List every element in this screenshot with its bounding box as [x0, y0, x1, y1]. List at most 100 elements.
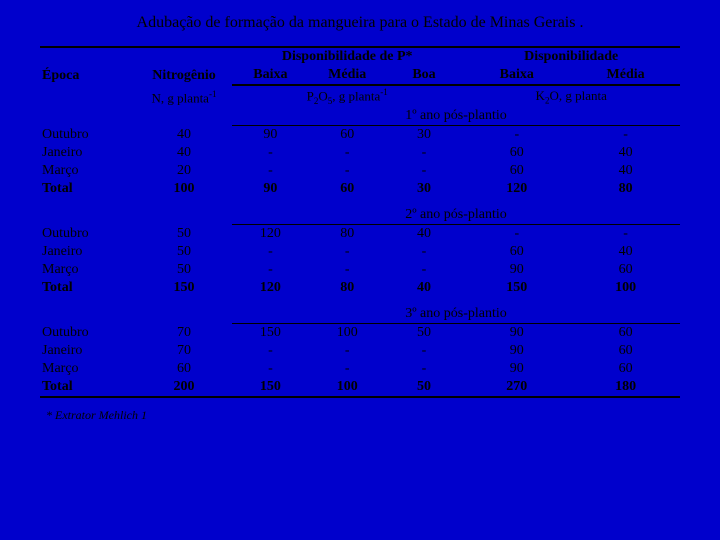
col-p-media: Média [309, 66, 386, 85]
cell-k-media: 40 [571, 162, 680, 180]
cell-p-boa: - [386, 144, 463, 162]
unit-n: N, g planta-1 [136, 85, 232, 107]
cell-p-baixa: - [232, 360, 309, 378]
cell-n: 50 [136, 224, 232, 243]
total-p-boa: 40 [386, 279, 463, 297]
col-p-baixa: Baixa [232, 66, 309, 85]
cell-p-boa: 30 [386, 125, 463, 144]
cell-n: 40 [136, 144, 232, 162]
row-epoca: Outubro [40, 323, 136, 342]
cell-k-baixa: 60 [462, 162, 571, 180]
total-n: 200 [136, 378, 232, 397]
row-epoca: Janeiro [40, 243, 136, 261]
unit-k: K2O, g planta [462, 85, 680, 107]
cell-p-media: - [309, 342, 386, 360]
total-p-media: 60 [309, 180, 386, 198]
cell-p-media: 60 [309, 125, 386, 144]
cell-k-baixa: 90 [462, 360, 571, 378]
col-p-boa: Boa [386, 66, 463, 85]
col-disp-k: Disponibilidade [462, 47, 680, 66]
col-k-baixa: Baixa [462, 66, 571, 85]
cell-p-boa: - [386, 360, 463, 378]
fertilization-table: ÉpocaNitrogênioDisponibilidade de P*Disp… [40, 46, 680, 398]
cell-k-baixa: - [462, 125, 571, 144]
total-p-boa: 50 [386, 378, 463, 397]
cell-p-baixa: - [232, 243, 309, 261]
cell-p-media: - [309, 360, 386, 378]
cell-k-baixa: 90 [462, 261, 571, 279]
cell-k-baixa: 60 [462, 144, 571, 162]
cell-p-boa: - [386, 261, 463, 279]
total-k-media: 100 [571, 279, 680, 297]
cell-p-media: - [309, 162, 386, 180]
total-n: 100 [136, 180, 232, 198]
slide: Adubação de formação da mangueira para o… [0, 0, 720, 433]
cell-p-media: - [309, 261, 386, 279]
footnote: * Extrator Mehlich 1 [40, 408, 680, 423]
col-k-media: Média [571, 66, 680, 85]
cell-n: 70 [136, 323, 232, 342]
total-p-baixa: 150 [232, 378, 309, 397]
cell-k-media: 60 [571, 323, 680, 342]
total-k-media: 80 [571, 180, 680, 198]
cell-p-boa: 50 [386, 323, 463, 342]
cell-p-baixa: - [232, 162, 309, 180]
total-k-baixa: 120 [462, 180, 571, 198]
cell-p-boa: - [386, 342, 463, 360]
cell-p-baixa: - [232, 342, 309, 360]
cell-p-media: 80 [309, 224, 386, 243]
cell-p-media: - [309, 144, 386, 162]
cell-k-baixa: 60 [462, 243, 571, 261]
cell-n: 70 [136, 342, 232, 360]
row-total-label: Total [40, 279, 136, 297]
unit-p: P2O5, g planta-1 [232, 85, 462, 107]
cell-p-boa: - [386, 162, 463, 180]
cell-k-media: - [571, 224, 680, 243]
cell-n: 60 [136, 360, 232, 378]
cell-n: 20 [136, 162, 232, 180]
cell-k-media: 60 [571, 360, 680, 378]
cell-k-baixa: 90 [462, 323, 571, 342]
cell-k-media: 40 [571, 243, 680, 261]
cell-k-media: 60 [571, 261, 680, 279]
cell-p-baixa: 150 [232, 323, 309, 342]
cell-n: 50 [136, 261, 232, 279]
row-epoca: Outubro [40, 224, 136, 243]
total-p-media: 80 [309, 279, 386, 297]
col-nitrogenio: Nitrogênio [136, 47, 232, 85]
section-label: 2º ano pós-plantio [232, 206, 680, 225]
total-p-baixa: 120 [232, 279, 309, 297]
row-epoca: Janeiro [40, 144, 136, 162]
cell-p-media: 100 [309, 323, 386, 342]
cell-k-media: 60 [571, 342, 680, 360]
row-epoca: Março [40, 261, 136, 279]
cell-p-baixa: - [232, 261, 309, 279]
cell-k-media: - [571, 125, 680, 144]
row-epoca: Janeiro [40, 342, 136, 360]
total-k-media: 180 [571, 378, 680, 397]
cell-n: 40 [136, 125, 232, 144]
cell-k-baixa: 90 [462, 342, 571, 360]
row-epoca: Outubro [40, 125, 136, 144]
cell-p-baixa: 120 [232, 224, 309, 243]
total-k-baixa: 270 [462, 378, 571, 397]
cell-p-baixa: 90 [232, 125, 309, 144]
col-epoca: Época [40, 47, 136, 85]
section-label: 3º ano pós-plantio [232, 305, 680, 324]
total-n: 150 [136, 279, 232, 297]
row-total-label: Total [40, 180, 136, 198]
cell-p-media: - [309, 243, 386, 261]
total-p-boa: 30 [386, 180, 463, 198]
total-p-baixa: 90 [232, 180, 309, 198]
cell-p-boa: 40 [386, 224, 463, 243]
section-label: 1º ano pós-plantio [232, 107, 680, 126]
cell-k-media: 40 [571, 144, 680, 162]
slide-title: Adubação de formação da mangueira para o… [40, 14, 680, 32]
cell-n: 50 [136, 243, 232, 261]
row-epoca: Março [40, 162, 136, 180]
cell-k-baixa: - [462, 224, 571, 243]
total-k-baixa: 150 [462, 279, 571, 297]
row-epoca: Março [40, 360, 136, 378]
cell-p-baixa: - [232, 144, 309, 162]
cell-p-boa: - [386, 243, 463, 261]
